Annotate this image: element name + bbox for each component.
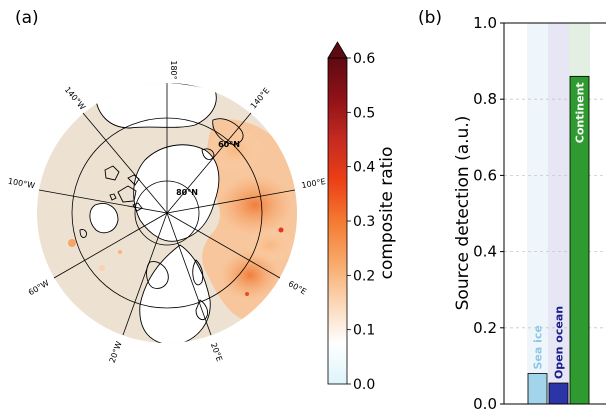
coastlines <box>79 83 244 343</box>
colorbar-tick-label: 0.2 <box>353 268 375 284</box>
y-axis-label: Source detection (a.u.) <box>453 116 473 311</box>
bar <box>527 373 548 405</box>
bars <box>527 75 590 405</box>
composite-overlay <box>68 83 297 343</box>
category-background <box>527 23 548 404</box>
pacific-ocean <box>95 83 217 128</box>
y-tick-label: 0.0 <box>473 395 497 410</box>
colorbar-tick-label: 0.6 <box>353 51 375 67</box>
colorbar-extend-arrow <box>327 41 348 59</box>
panel-label-a: (a) <box>15 8 39 28</box>
bar-labels: Sea ice Open ocean Continent <box>532 82 587 379</box>
polar-map: 180° 140°E 100°E 60°E 20°E 20°W 60°W 100… <box>7 60 326 364</box>
meridian-60E <box>166 212 281 279</box>
y-tick-label: 0.6 <box>473 166 497 184</box>
lon-label-180: 180° <box>169 60 178 79</box>
colorbar-gradient <box>327 57 348 385</box>
patch-na <box>118 250 122 254</box>
meridian-20W <box>122 212 168 336</box>
lon-label-20E: 20°E <box>209 342 224 363</box>
patch-na <box>68 239 76 247</box>
bar-label: Sea ice <box>532 325 545 369</box>
meridian-140W <box>82 112 168 214</box>
colorbar-tick-label: 0.3 <box>353 214 375 230</box>
ural-warm <box>245 227 295 263</box>
meridian-20E <box>166 212 212 336</box>
lat-label-80N: 80°N <box>176 188 198 197</box>
lon-label-100W: 100°W <box>7 177 35 191</box>
colorbar-tick-label: 0.4 <box>353 160 375 176</box>
colorbar-label: composite ratio <box>377 147 397 280</box>
bar <box>548 382 569 405</box>
red-spot <box>278 227 284 233</box>
colorbar-tick-label: 0.0 <box>353 377 375 393</box>
siberia-hotspot <box>217 175 293 235</box>
bar-label: Open ocean <box>553 306 566 379</box>
patch-na <box>99 265 105 271</box>
y-tick-label: 0.2 <box>473 319 497 337</box>
colorbar: 0.0 0.1 0.2 0.3 0.4 0.5 0.6 composite ratio <box>327 41 397 393</box>
lon-label-60E: 60°E <box>287 279 308 296</box>
colorbar-tick-label: 0.1 <box>353 323 375 339</box>
lon-label-20W: 20°W <box>108 340 124 364</box>
bar-label: Continent <box>574 82 587 143</box>
lat-label-60N: 60°N <box>218 140 240 149</box>
meridian-60W <box>53 212 168 279</box>
lon-label-60W: 60°W <box>27 278 51 297</box>
y-tick-label: 1.0 <box>473 14 497 32</box>
lon-label-140W: 140°W <box>63 85 87 112</box>
lon-label-140E: 140°E <box>249 86 272 110</box>
colorbar-tick-label: 0.5 <box>353 105 375 121</box>
meridian-100E <box>166 189 296 214</box>
meridian-140E <box>166 112 252 214</box>
y-tick-label: 0.4 <box>473 243 497 261</box>
arctic-ocean <box>133 144 219 242</box>
panel-label-b: (b) <box>418 8 443 28</box>
lon-label-100E: 100°E <box>301 177 327 190</box>
y-ticks: 0.0 0.2 0.4 0.6 0.8 1.0 <box>473 14 504 410</box>
hudson-bay <box>89 203 118 233</box>
category-background <box>548 23 569 404</box>
red-spot <box>245 292 249 296</box>
graticule <box>38 83 296 336</box>
y-tick-label: 0.8 <box>473 90 497 108</box>
colorbar-ticks: 0.0 0.1 0.2 0.3 0.4 0.5 0.6 <box>347 51 375 393</box>
meridian-100W <box>38 189 168 214</box>
